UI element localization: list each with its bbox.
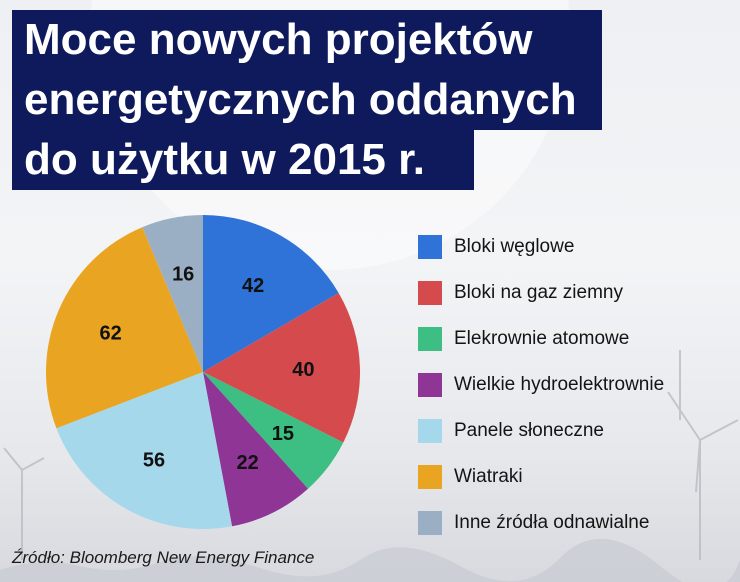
title-line-3: do użytku w 2015 r. xyxy=(12,130,474,190)
pie-slice-1 xyxy=(203,215,339,372)
pie-slice-5 xyxy=(56,372,233,529)
pie-slice-6 xyxy=(46,227,203,429)
legend-label: Wiatraki xyxy=(454,466,523,487)
legend-item-7: Inne źródła odnawialne xyxy=(418,500,664,546)
chart-title: Moce nowych projektów energetycznych odd… xyxy=(12,10,602,192)
pie-value-label-7: 16 xyxy=(172,264,194,286)
legend-label: Wielkie hydroelektrownie xyxy=(454,374,665,395)
legend-item-6: Wiatraki xyxy=(418,454,664,500)
legend-swatch xyxy=(418,373,442,397)
pie-value-label-1: 42 xyxy=(242,275,264,297)
pie-value-label-3: 15 xyxy=(272,423,294,445)
legend-item-1: Bloki węglowe xyxy=(418,224,664,270)
pie-value-label-5: 56 xyxy=(143,450,165,472)
pie-slice-3 xyxy=(203,372,344,489)
legend-swatch xyxy=(418,327,442,351)
legend-swatch xyxy=(418,465,442,489)
pie-value-label-2: 40 xyxy=(292,359,314,381)
legend-label: Inne źródła odnawialne xyxy=(454,512,650,533)
pie-value-label-4: 22 xyxy=(236,452,258,474)
legend-item-2: Bloki na gaz ziemny xyxy=(418,270,664,316)
legend-label: Bloki na gaz ziemny xyxy=(454,282,623,303)
legend-label: Panele słoneczne xyxy=(454,420,604,441)
pie-value-label-6: 62 xyxy=(99,323,121,345)
chart-legend: Bloki węglowe Bloki na gaz ziemny Elekrown… xyxy=(418,224,664,546)
title-line-2: energetycznych oddanych xyxy=(12,70,602,130)
pie-slice-4 xyxy=(203,372,309,527)
legend-swatch xyxy=(418,511,442,535)
legend-label: Elekrownie atomowe xyxy=(454,328,630,349)
legend-item-5: Panele słoneczne xyxy=(418,408,664,454)
source-note: Źródło: Bloomberg New Energy Finance xyxy=(12,548,315,567)
legend-item-4: Wielkie hydroelektrownie xyxy=(418,362,664,408)
legend-label: Bloki węglowe xyxy=(454,236,575,257)
legend-swatch xyxy=(418,281,442,305)
pie-slice-7 xyxy=(142,215,203,372)
legend-item-3: Elekrownie atomowe xyxy=(418,316,664,362)
legend-swatch xyxy=(418,235,442,259)
legend-swatch xyxy=(418,419,442,443)
title-line-1: Moce nowych projektów xyxy=(12,10,602,70)
pie-slice-2 xyxy=(203,292,360,443)
